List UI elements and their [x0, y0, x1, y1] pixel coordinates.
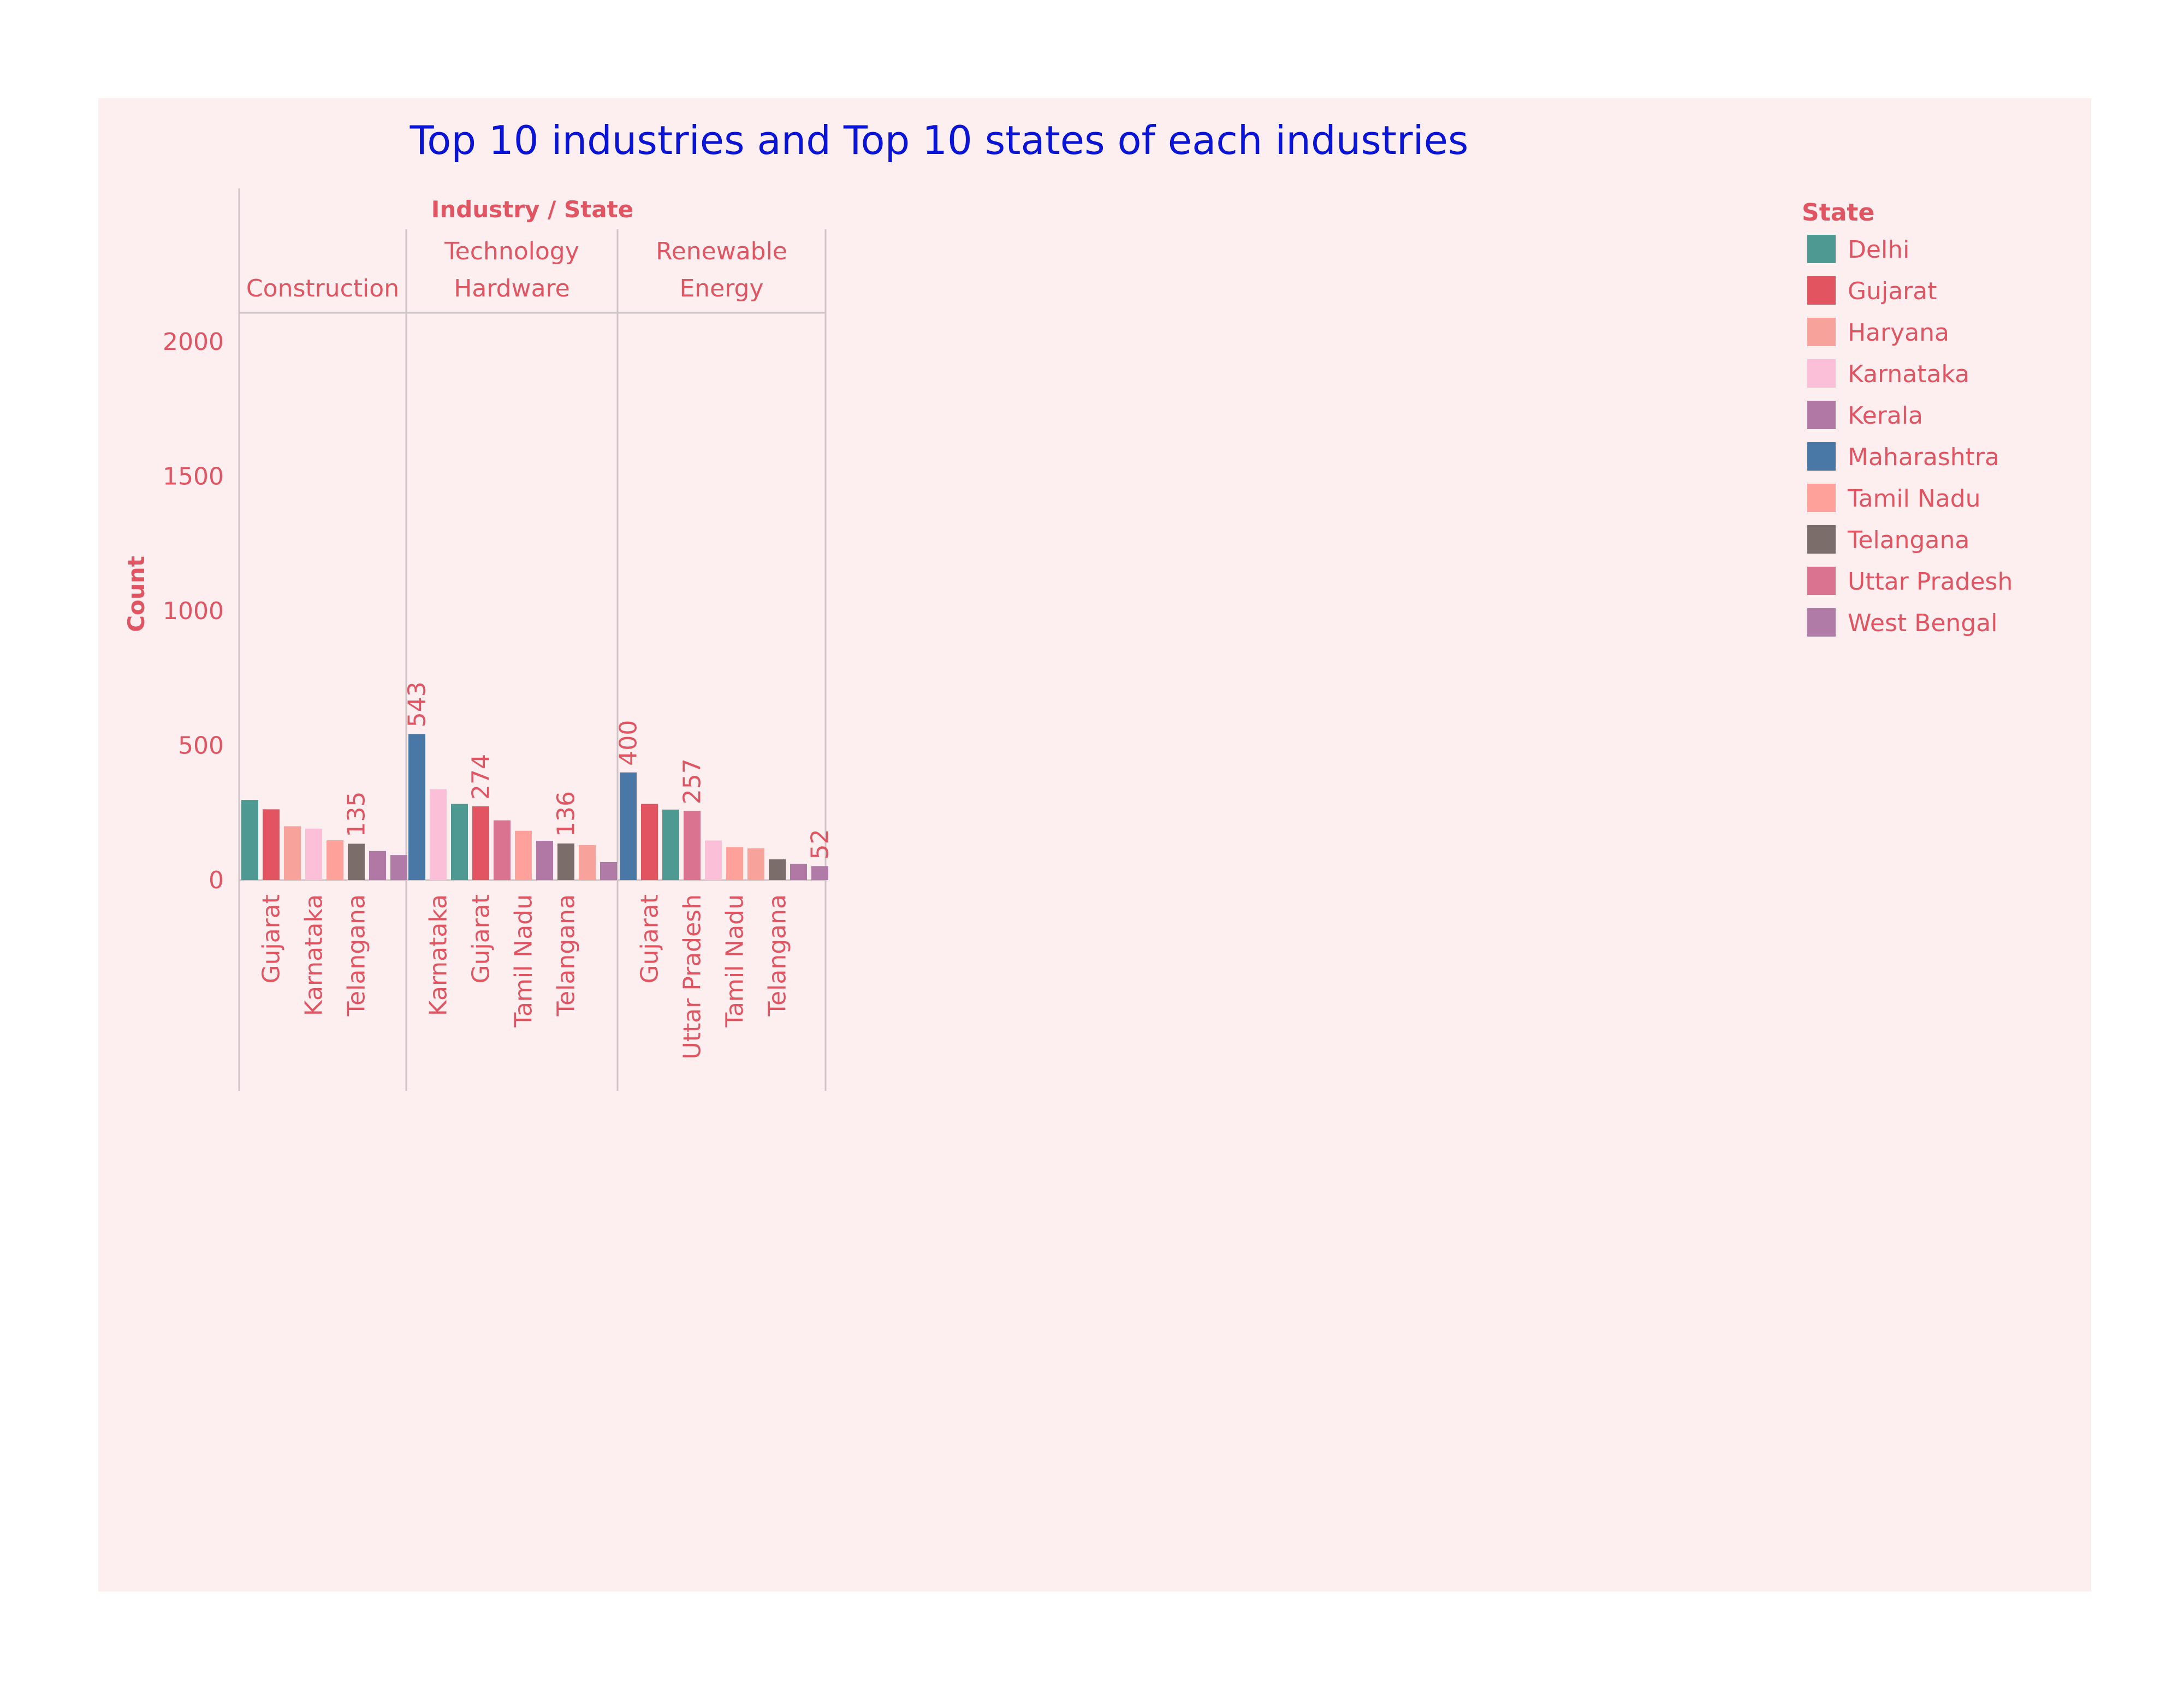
bar-delhi [241, 800, 258, 880]
data-label: 400 [615, 720, 643, 766]
legend-label: Haryana [1848, 319, 1949, 347]
legend-label: Karnataka [1848, 360, 1969, 388]
bar-west-bengal [390, 855, 407, 880]
bar-telangana [557, 843, 574, 880]
legend-swatch [1807, 567, 1836, 595]
legend-label: Uttar Pradesh [1848, 568, 2013, 596]
chart-background [98, 98, 2091, 1591]
data-label: 274 [467, 754, 495, 800]
legend-swatch [1807, 442, 1836, 471]
legend-label: Delhi [1848, 236, 1909, 264]
bar-gujarat [641, 804, 658, 880]
y-tick-label: 2000 [163, 328, 224, 356]
x-tick-label: Telangana [343, 894, 371, 1017]
bar-kerala [369, 851, 386, 880]
legend: Delhi Gujarat Haryana Karnataka Kerala Mahara… [1807, 235, 2013, 637]
x-tick-label: Tamil Nadu [721, 894, 749, 1028]
data-label: 257 [679, 758, 707, 804]
y-axis-label: Count [123, 556, 150, 632]
industry-header: Technology [444, 237, 579, 265]
bar-telangana [348, 844, 365, 880]
legend-swatch [1807, 359, 1836, 388]
legend-swatch [1807, 525, 1836, 554]
bar-delhi [451, 804, 468, 880]
bar-west-bengal [600, 862, 617, 880]
legend-swatch [1807, 484, 1836, 512]
bar-tamil-nadu [515, 830, 532, 880]
data-label: 52 [806, 829, 834, 859]
legend-swatch [1807, 318, 1836, 346]
industry-header: Hardware [454, 275, 569, 302]
legend-label: Maharashtra [1848, 443, 1999, 471]
data-label: 135 [343, 791, 371, 837]
bar-tamil-nadu [726, 847, 743, 880]
header-label: Industry / State [431, 196, 633, 223]
chart-title: Top 10 industries and Top 10 states of e… [410, 117, 1469, 163]
x-tick-label: Gujarat [636, 894, 664, 983]
bar-gujarat [472, 806, 489, 880]
legend-swatch [1807, 608, 1836, 637]
industry-header: Construction [246, 275, 399, 302]
data-label: 136 [553, 791, 580, 837]
x-tick-label: Gujarat [467, 894, 495, 983]
bar-maharashtra [620, 772, 637, 880]
bar-gujarat [263, 809, 280, 880]
legend-swatch [1807, 401, 1836, 429]
x-tick-label: Tamil Nadu [510, 894, 538, 1028]
bar-telangana [769, 859, 786, 880]
bar-kerala [536, 841, 553, 880]
bars-layer: 135 543 274 136 400 257 52 [241, 681, 834, 880]
bar-haryana [747, 848, 764, 880]
x-tick-label: Karnataka [425, 894, 453, 1016]
data-label: 543 [403, 681, 431, 727]
bar-uttar-pradesh [684, 811, 701, 880]
bar-haryana [579, 845, 596, 880]
y-tick-label: 500 [178, 732, 224, 760]
legend-label: Gujarat [1848, 277, 1937, 305]
y-tick-label: 0 [209, 866, 224, 894]
bar-karnataka [705, 840, 722, 880]
axes-layer: 0 500 1000 1500 2000 Construction Gujarat Karna… [163, 188, 827, 1091]
bar-haryana [284, 826, 301, 880]
legend-label: West Bengal [1848, 609, 1997, 637]
y-tick-label: 1500 [163, 463, 224, 491]
bar-west-bengal [811, 866, 828, 880]
bar-delhi [662, 809, 679, 880]
x-tick-label: Gujarat [258, 894, 286, 983]
industry-header: Energy [679, 275, 763, 302]
bar-kerala [790, 864, 807, 880]
legend-label: Telangana [1847, 526, 1969, 554]
x-tick-label: Uttar Pradesh [679, 894, 707, 1059]
bar-uttar-pradesh [494, 820, 511, 880]
bar-tamil-nadu [327, 840, 343, 880]
legend-title: State [1802, 199, 1874, 227]
industry-header: Renewable [656, 237, 787, 265]
legend-swatch [1807, 235, 1836, 263]
bar-karnataka [305, 828, 322, 880]
x-tick-label: Telangana [764, 894, 792, 1017]
legend-label: Kerala [1848, 402, 1923, 430]
legend-label: Tamil Nadu [1847, 485, 1981, 513]
legend-swatch [1807, 276, 1836, 305]
x-tick-label: Telangana [553, 894, 580, 1017]
bar-karnataka [430, 789, 447, 880]
bar-maharashtra [408, 734, 425, 880]
y-tick-label: 1000 [163, 597, 224, 625]
x-tick-label: Karnataka [300, 894, 328, 1016]
